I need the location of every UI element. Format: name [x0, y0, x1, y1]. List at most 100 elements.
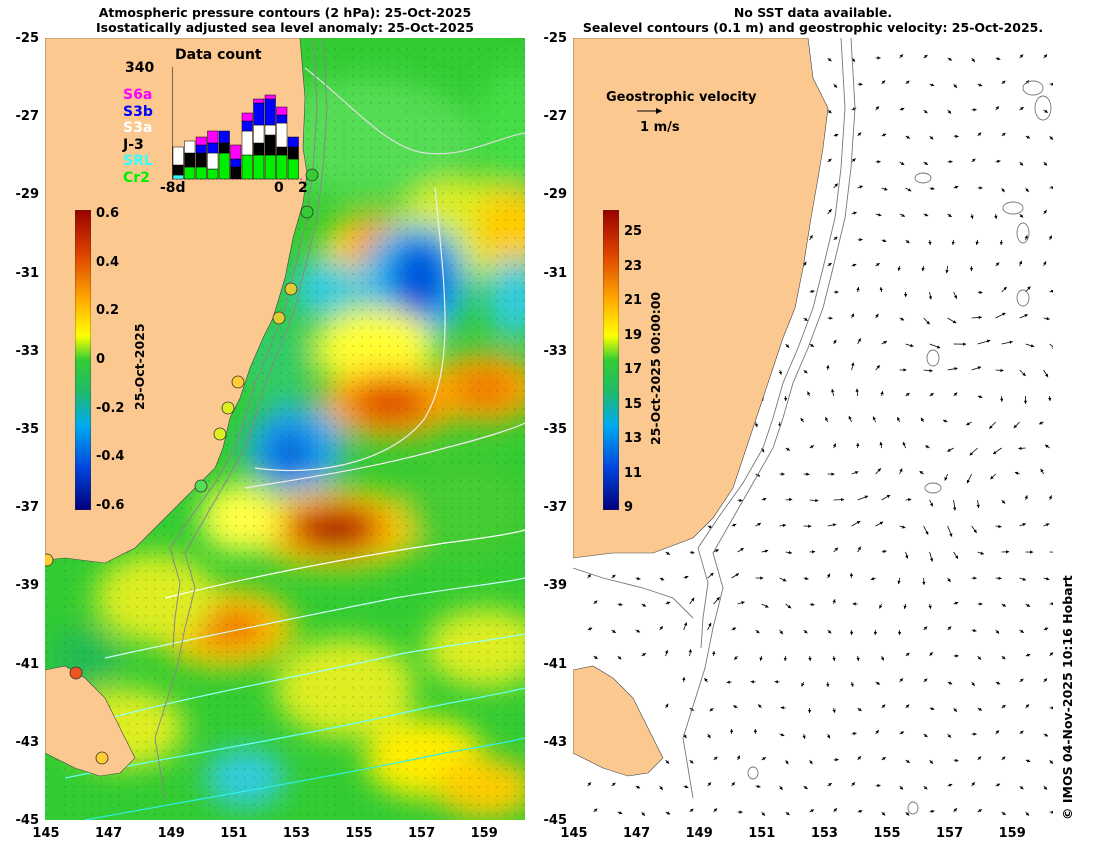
velocity-arrow-head [979, 186, 983, 190]
velocity-arrow-head [948, 57, 952, 61]
velocity-arrow-head [876, 365, 880, 369]
left-lat-tick: -45 [15, 813, 40, 828]
velocity-arrow-head [966, 479, 970, 484]
velocity-arrow-head [735, 573, 739, 577]
velocity-arrow-head [882, 238, 887, 243]
velocity-arrow-head [688, 649, 692, 653]
velocity-arrow-head [856, 521, 861, 525]
velocity-arrow-head [1045, 444, 1049, 448]
velocity-arrow-head [905, 239, 910, 244]
velocity-arrow-head [955, 134, 959, 138]
velocity-arrow-head [973, 576, 977, 580]
data-count-bar-segment [264, 154, 276, 180]
velocity-arrow-head [683, 622, 688, 626]
velocity-arrow-head [978, 809, 982, 813]
velocity-arrow-head [977, 756, 982, 760]
right-lat-tick: -29 [543, 187, 568, 203]
velocity-arrow-head [902, 525, 906, 529]
velocity-arrow-head [1002, 603, 1006, 607]
velocity-arrow-head [1043, 162, 1048, 166]
data-count-bar-segment [230, 158, 242, 168]
velocity-arrow-head [1002, 704, 1006, 709]
velocity-arrow-head [1030, 550, 1034, 554]
velocity-arrow-head [905, 555, 909, 559]
velocity-arrow-head [996, 56, 1001, 61]
velocity-arrow-head [851, 782, 855, 786]
velocity-arrow-head [780, 706, 784, 710]
left-lat-tick: -41 [15, 656, 40, 672]
velocity-arrow-head [900, 317, 905, 321]
velocity-arrow-head [864, 495, 869, 499]
ssla-colorbar-tick: -0.4 [96, 449, 125, 465]
velocity-arrow-head [707, 782, 712, 786]
data-count-bar-segment [276, 122, 288, 148]
velocity-arrow-head [761, 448, 765, 453]
velocity-arrow-head [833, 236, 838, 240]
sst-colorbar-label: 25-Oct-2025 00:00:00 [648, 291, 663, 445]
data-count-legend-item: Cr2 [123, 169, 150, 186]
velocity-arrow-head [901, 213, 905, 217]
velocity-arrow-head [951, 241, 955, 245]
velocity-arrow-head [800, 417, 804, 422]
velocity-arrow-head [882, 757, 886, 761]
velocity-arrow-head [1043, 54, 1048, 58]
velocity-arrow-head [832, 709, 836, 713]
velocity-arrow-head [763, 497, 767, 502]
velocity-arrow-head [832, 657, 836, 661]
velocity-arrow-head [856, 287, 860, 291]
velocity-arrow-head [636, 785, 641, 789]
velocity-arrow-head [665, 703, 669, 708]
data-count-legend-item: S3a [123, 120, 153, 136]
velocity-arrow-head [907, 188, 912, 192]
velocity-arrow-head [1023, 400, 1028, 404]
velocity-arrow-head [947, 734, 951, 738]
velocity-arrow-head [834, 183, 838, 187]
velocity-arrow-head [689, 808, 694, 813]
velocity-arrow-head [806, 472, 810, 476]
sst-colorbar [603, 210, 619, 510]
velocity-arrow-head [953, 295, 957, 299]
left-title-line2: Isostatically adjusted sea level anomaly… [96, 20, 474, 35]
velocity-arrow-head [954, 185, 959, 189]
velocity-arrow-head [879, 521, 884, 525]
velocity-arrow-head [969, 452, 973, 456]
velocity-arrow-head [1002, 132, 1006, 137]
velocity-arrow-head [660, 577, 665, 581]
velocity-arrow-head [757, 523, 761, 527]
velocity-arrow-head [666, 811, 671, 815]
velocity-arrow-head [709, 707, 714, 712]
velocity-arrow-head [619, 602, 623, 607]
velocity-arrow-head [707, 734, 711, 739]
data-count-bar-segment [184, 166, 196, 180]
data-count-bar-segment [218, 130, 230, 144]
velocity-arrow-head [801, 683, 805, 687]
velocity-arrow-head [970, 215, 974, 219]
velocity-arrow-head [828, 209, 832, 213]
velocity-arrow-head [807, 391, 811, 395]
velocity-arrow-head [587, 574, 591, 578]
velocity-arrow-head [953, 84, 957, 88]
data-count-bar-segment [195, 166, 207, 180]
velocity-arrow-head [782, 523, 787, 528]
velocity-arrow-head [978, 315, 982, 320]
tasmania-land [45, 665, 136, 777]
velocity-arrow-head [810, 445, 814, 449]
velocity-arrow-head [884, 187, 888, 191]
velocity-arrow-head [973, 732, 977, 736]
velocity-arrow-head [855, 388, 859, 392]
velocity-arrow-head [873, 631, 878, 635]
velocity-arrow-head [897, 417, 901, 421]
data-count-max: 340 [125, 60, 155, 76]
right-map-title: No SST data available. Sealevel contours… [573, 5, 1053, 35]
velocity-arrow-head [859, 185, 863, 189]
data-count-bar-segment [172, 174, 184, 180]
velocity-arrow-head [642, 603, 646, 607]
velocity-arrow-head [834, 547, 838, 551]
right-lat-tick: -25 [543, 31, 568, 46]
velocity-arrow-head [995, 730, 999, 734]
ssla-colorbar-tick: -0.2 [96, 400, 125, 416]
sea-level-anomaly-map [45, 38, 525, 820]
data-count-bar-segment [184, 152, 196, 168]
velocity-arrow-head [979, 290, 983, 294]
velocity-arrow-head [810, 809, 814, 813]
